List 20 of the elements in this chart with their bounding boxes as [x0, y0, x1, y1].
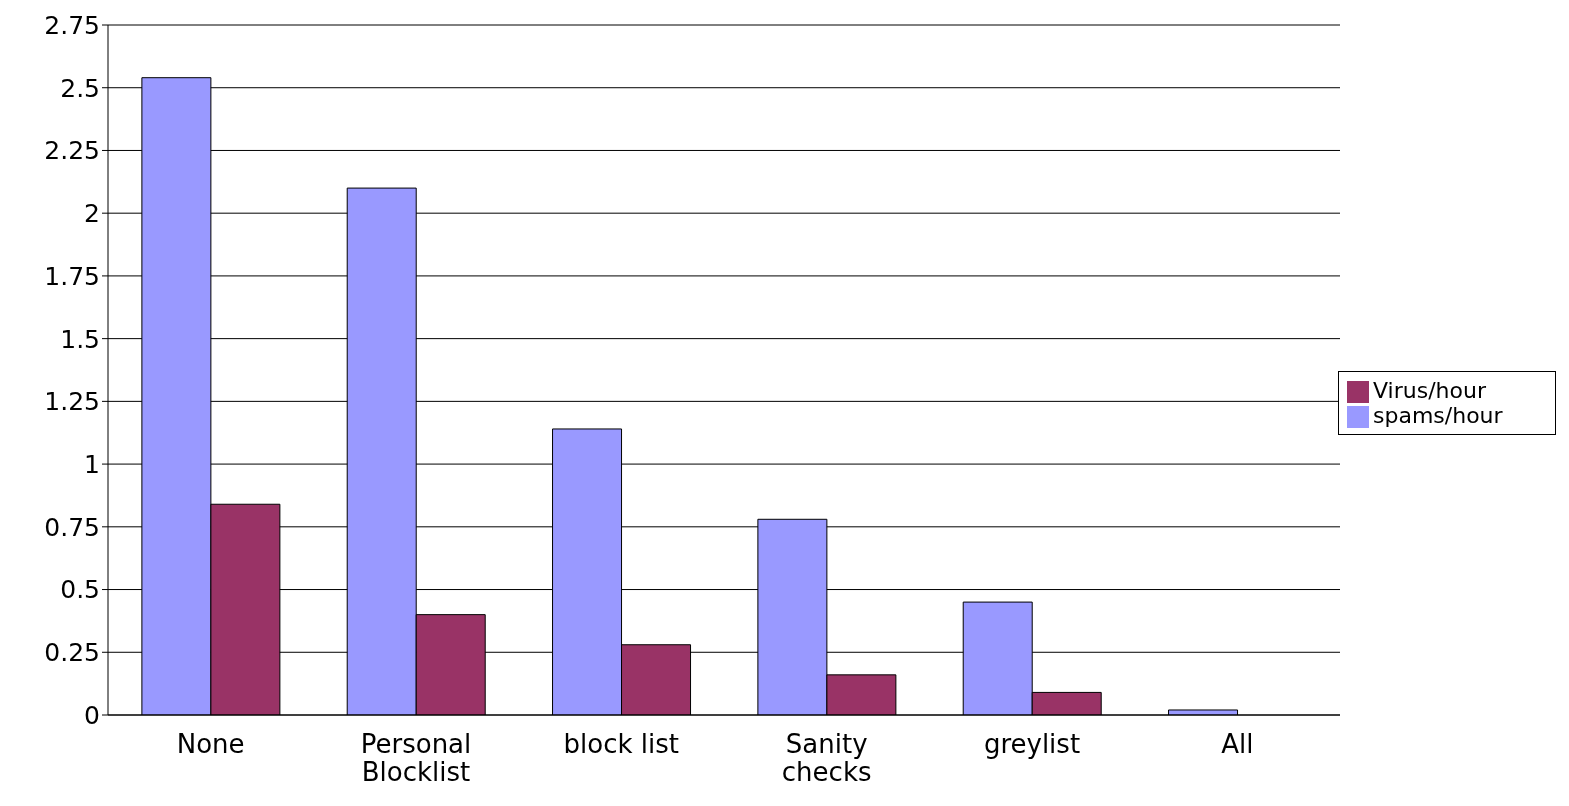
x-tick-label: greylist [983, 729, 1081, 759]
y-tick-label: 0.5 [60, 575, 100, 605]
y-tick-label: 1.25 [44, 387, 100, 417]
y-tick-label: 0.75 [44, 512, 100, 542]
x-tick-label: Personal Blocklist [360, 729, 472, 787]
y-tick-label: 0 [84, 700, 100, 730]
x-tick-label: None [176, 729, 245, 759]
y-tick-label: 1.75 [44, 261, 100, 291]
x-tick-label: All [1221, 729, 1254, 759]
y-tick-label: 2.5 [60, 73, 100, 103]
y-tick-label: 0.25 [44, 638, 100, 668]
y-tick-label: 2.25 [44, 136, 100, 166]
y-tick-label: 2.75 [44, 10, 100, 40]
x-tick-label: block list [563, 729, 680, 759]
y-tick-label: 2 [84, 199, 100, 229]
legend-label: spams/hour [1373, 403, 1503, 428]
x-tick-label: Sanity checks [781, 729, 872, 787]
y-tick-label: 1.5 [60, 324, 100, 354]
legend-label: Virus/hour [1373, 378, 1486, 403]
y-tick-label: 1 [84, 449, 100, 479]
